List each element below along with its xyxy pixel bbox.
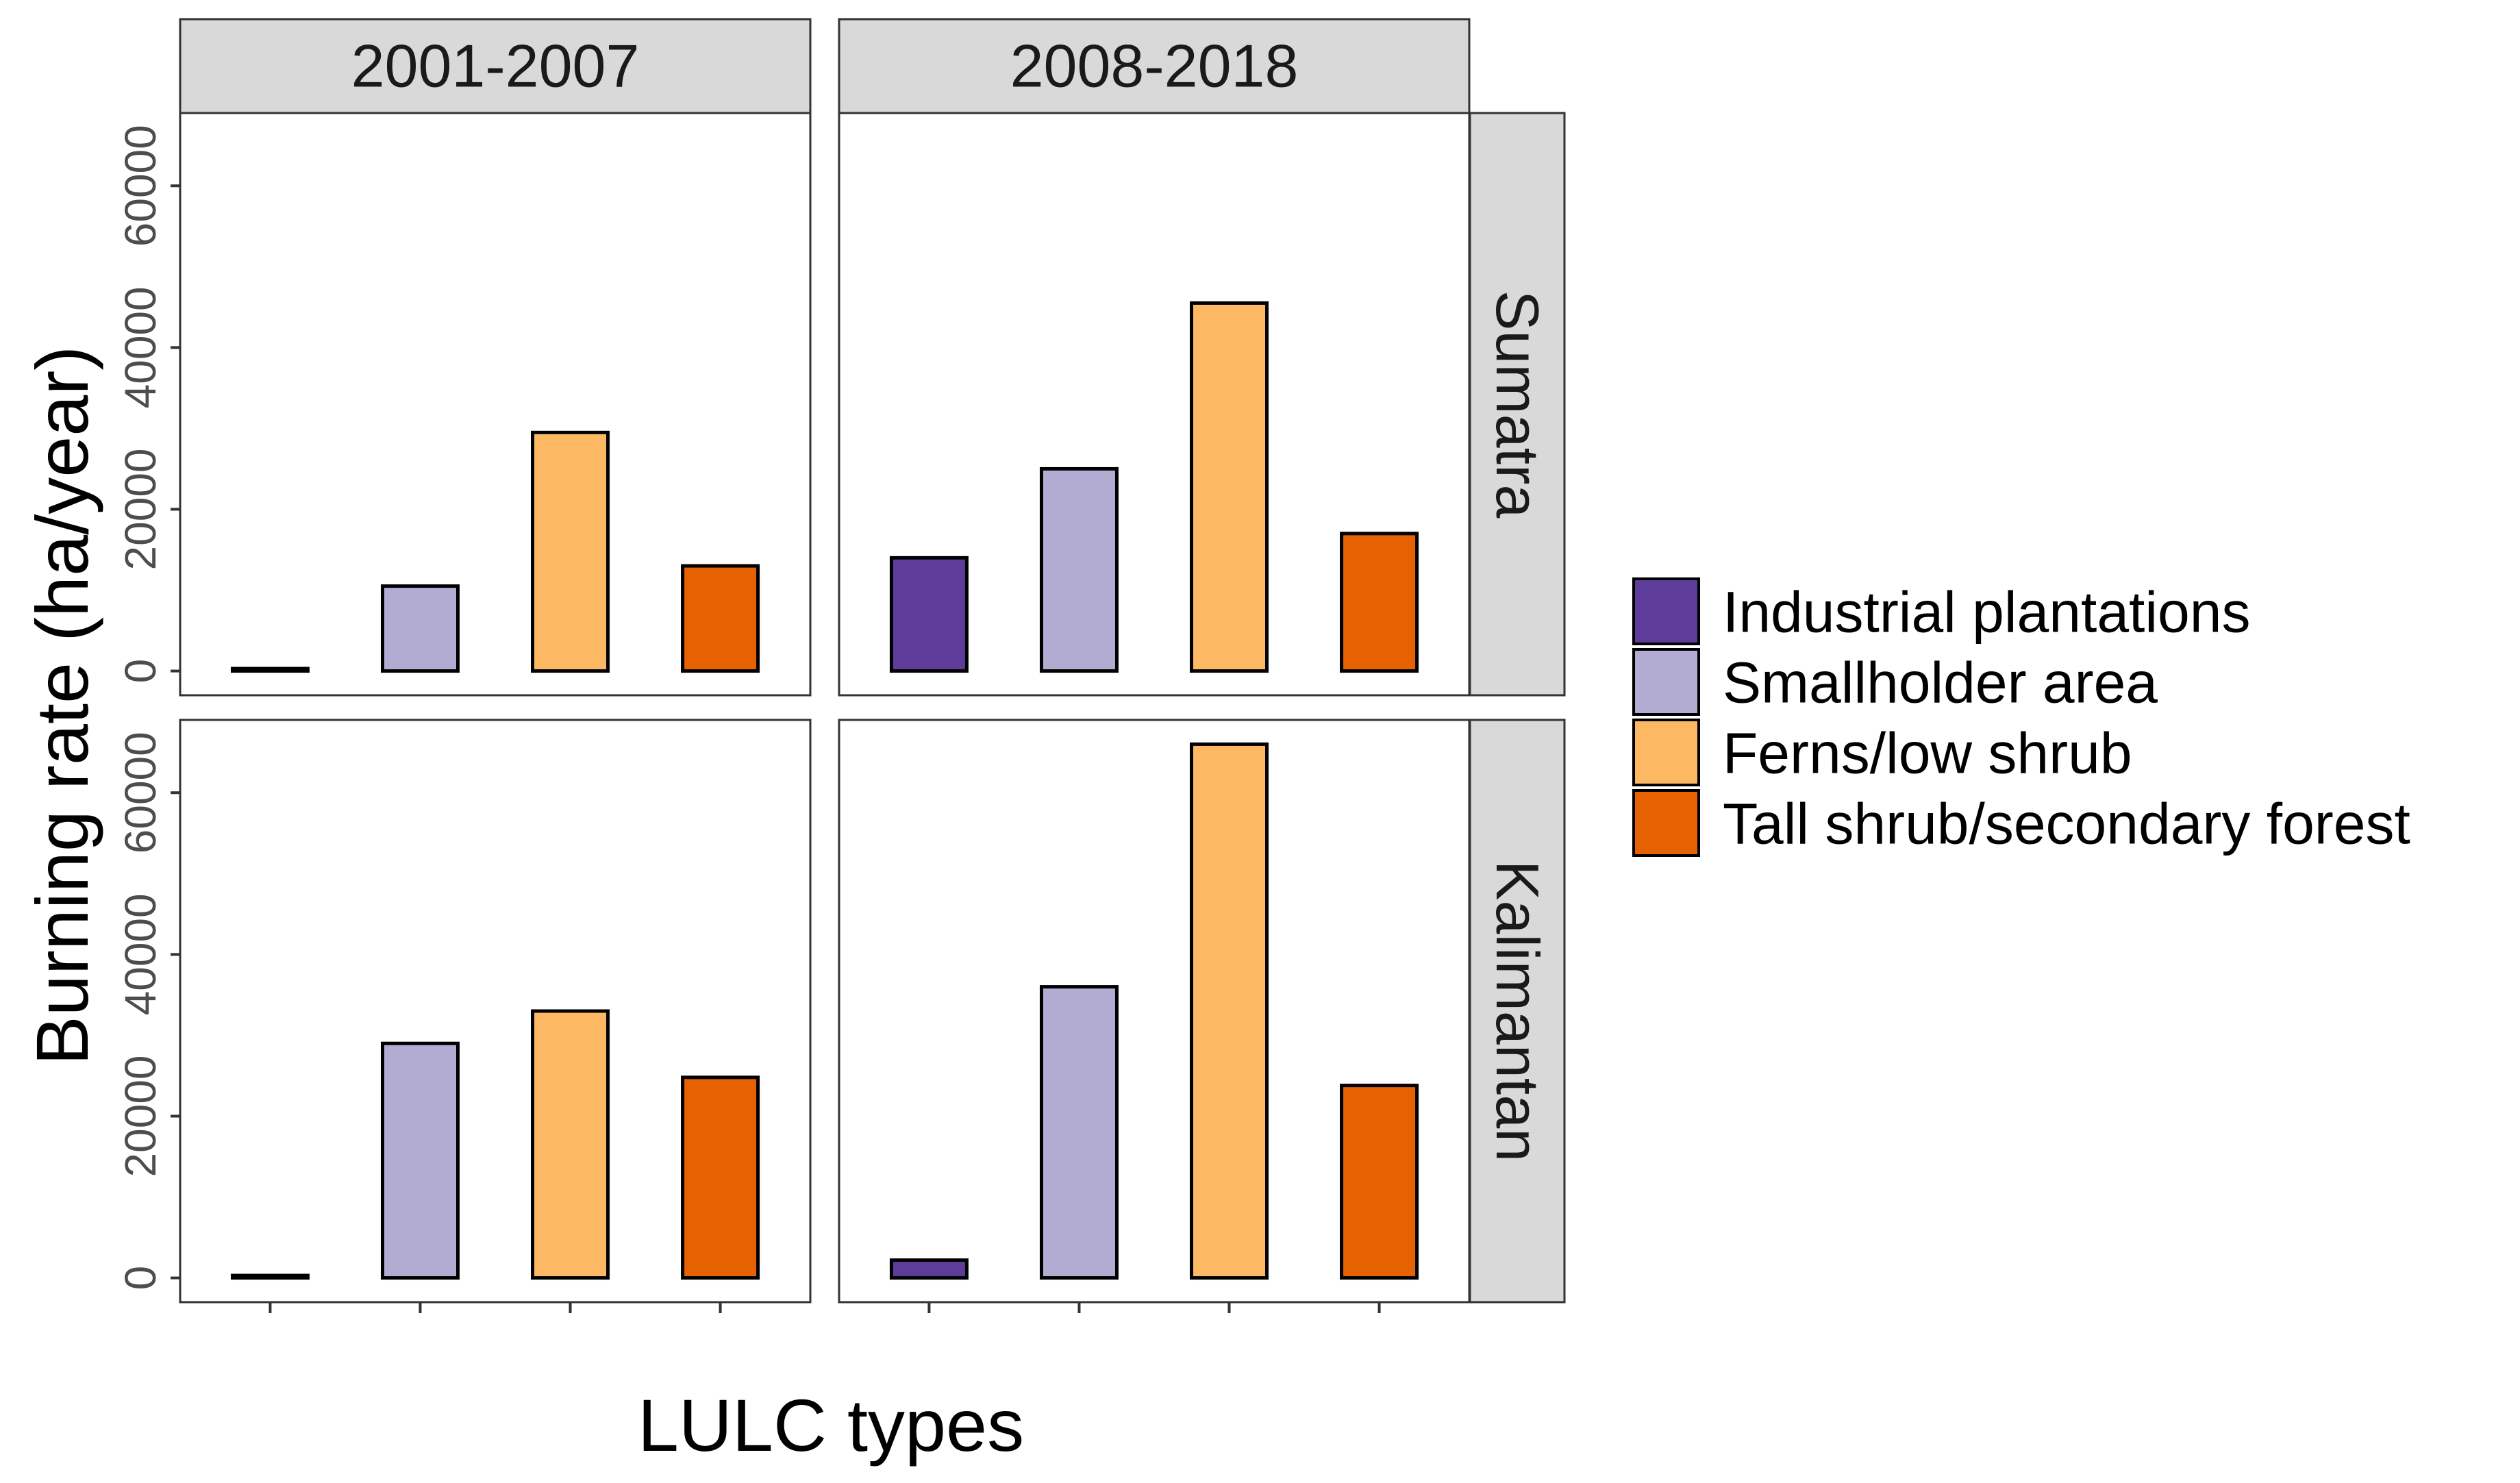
panel-kalimantan-2008-2018 bbox=[838, 719, 1471, 1304]
y-axes: 0 20000 40000 60000 0 20000 40000 60000 bbox=[116, 125, 180, 1290]
bar-sumatra-2008-2018-industrial-plantations bbox=[889, 556, 969, 673]
strip-sumatra bbox=[1469, 112, 1566, 697]
strip-label-sumatra: Sumatra bbox=[1484, 290, 1551, 519]
y-axis-title: Burning rate (ha/year) bbox=[21, 346, 103, 1066]
bar-sumatra-2008-2018-tall-shrub-secondary-forest bbox=[1340, 532, 1419, 673]
legend-label-smallholder-area: Smallholder area bbox=[1723, 651, 2158, 715]
legend-label-industrial-plantations: Industrial plantations bbox=[1723, 580, 2250, 645]
bar-sumatra-2008-2018-smallholder-area bbox=[1039, 466, 1119, 673]
bar-kalimantan-2008-2018-tall-shrub-secondary-forest bbox=[1340, 1084, 1419, 1280]
y-tick-label-sumatra-0: 0 bbox=[116, 659, 165, 684]
legend-label-ferns-low-shrub: Ferns/low shrub bbox=[1723, 721, 2132, 786]
x-axis bbox=[269, 1302, 1381, 1313]
strip-2008-2018 bbox=[838, 18, 1471, 114]
panels bbox=[179, 112, 1471, 1304]
panel-kalimantan-2001-2007 bbox=[179, 719, 812, 1304]
y-tick-label-kalimantan-20000: 20000 bbox=[116, 1055, 165, 1177]
legend-key-smallholder-area bbox=[1632, 648, 1700, 716]
bar-sumatra-2001-2007-industrial-plantations bbox=[230, 666, 310, 673]
strip-kalimantan bbox=[1469, 719, 1566, 1304]
legend-label-tall-shrub-secondary-forest: Tall shrub/secondary forest bbox=[1723, 792, 2410, 856]
y-tick-label-kalimantan-40000: 40000 bbox=[116, 893, 165, 1015]
bar-kalimantan-2008-2018-industrial-plantations bbox=[889, 1258, 969, 1280]
bar-sumatra-2001-2007-ferns-low-shrub bbox=[531, 430, 610, 673]
strip-2001-2007 bbox=[179, 18, 812, 114]
y-tick-label-sumatra-40000: 40000 bbox=[116, 286, 165, 408]
bar-kalimantan-2001-2007-tall-shrub-secondary-forest bbox=[681, 1075, 760, 1280]
legend-key-industrial-plantations bbox=[1632, 577, 1700, 645]
bar-kalimantan-2001-2007-ferns-low-shrub bbox=[531, 1009, 610, 1280]
bar-sumatra-2001-2007-tall-shrub-secondary-forest bbox=[681, 564, 760, 673]
y-tick-label-kalimantan-60000: 60000 bbox=[116, 732, 165, 853]
bar-kalimantan-2001-2007-smallholder-area bbox=[380, 1041, 460, 1280]
y-tick-label-kalimantan-0: 0 bbox=[116, 1266, 165, 1291]
panel-sumatra-2008-2018 bbox=[838, 112, 1471, 697]
panel-sumatra-2001-2007 bbox=[179, 112, 812, 697]
y-tick-label-sumatra-60000: 60000 bbox=[116, 125, 165, 247]
strip-label-2001-2007: 2001-2007 bbox=[351, 32, 640, 100]
bar-kalimantan-2008-2018-ferns-low-shrub bbox=[1190, 742, 1269, 1280]
bar-sumatra-2001-2007-smallholder-area bbox=[380, 584, 460, 673]
legend-key-ferns-low-shrub bbox=[1632, 719, 1700, 786]
bar-kalimantan-2001-2007-industrial-plantations bbox=[230, 1273, 310, 1280]
x-axis-title: LULC types bbox=[638, 1384, 1024, 1467]
strip-label-2008-2018: 2008-2018 bbox=[1010, 32, 1299, 100]
bar-kalimantan-2008-2018-smallholder-area bbox=[1039, 985, 1119, 1280]
legend-key-tall-shrub-secondary-forest bbox=[1632, 789, 1700, 857]
y-tick-label-sumatra-20000: 20000 bbox=[116, 448, 165, 570]
bar-sumatra-2008-2018-ferns-low-shrub bbox=[1190, 301, 1269, 673]
row-strips: Sumatra Kalimantan bbox=[1469, 112, 1566, 1304]
strip-label-kalimantan: Kalimantan bbox=[1484, 860, 1551, 1162]
column-strips: 2001-2007 2008-2018 bbox=[179, 18, 1471, 114]
